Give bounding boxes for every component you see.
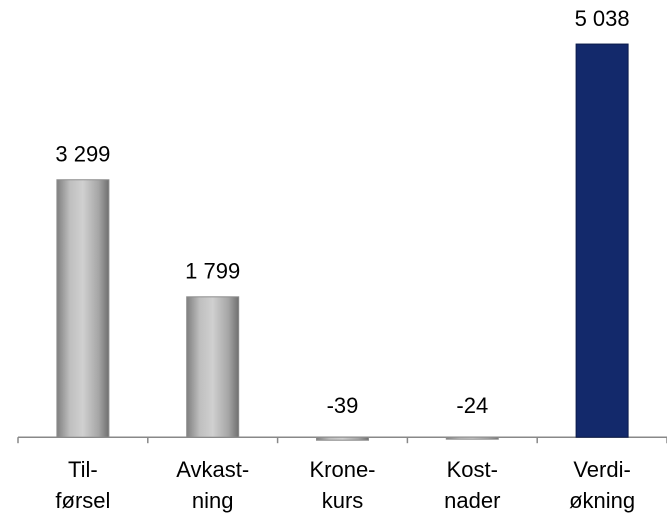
value-label: 3 299 <box>55 142 110 167</box>
x-tick-label: ning <box>192 488 234 513</box>
bar <box>575 43 629 438</box>
x-tick-label: førsel <box>55 488 110 513</box>
bar <box>316 436 369 441</box>
x-tick-label: Til- <box>68 457 98 482</box>
x-tick-label: kurs <box>322 488 364 513</box>
x-tick-label: Verdi- <box>573 457 630 482</box>
x-tick-label: Avkast- <box>176 457 249 482</box>
value-label: -39 <box>327 393 359 418</box>
bar <box>186 296 240 438</box>
bar <box>56 179 110 438</box>
value-label: -24 <box>456 393 488 418</box>
bar <box>445 436 499 440</box>
x-tick-label: nader <box>444 488 500 513</box>
x-tick-label: økning <box>569 488 635 513</box>
x-tick-label: Kost- <box>447 457 498 482</box>
value-label: 5 038 <box>575 6 630 31</box>
value-label: 1 799 <box>185 259 240 284</box>
x-tick-label: Krone- <box>309 457 375 482</box>
